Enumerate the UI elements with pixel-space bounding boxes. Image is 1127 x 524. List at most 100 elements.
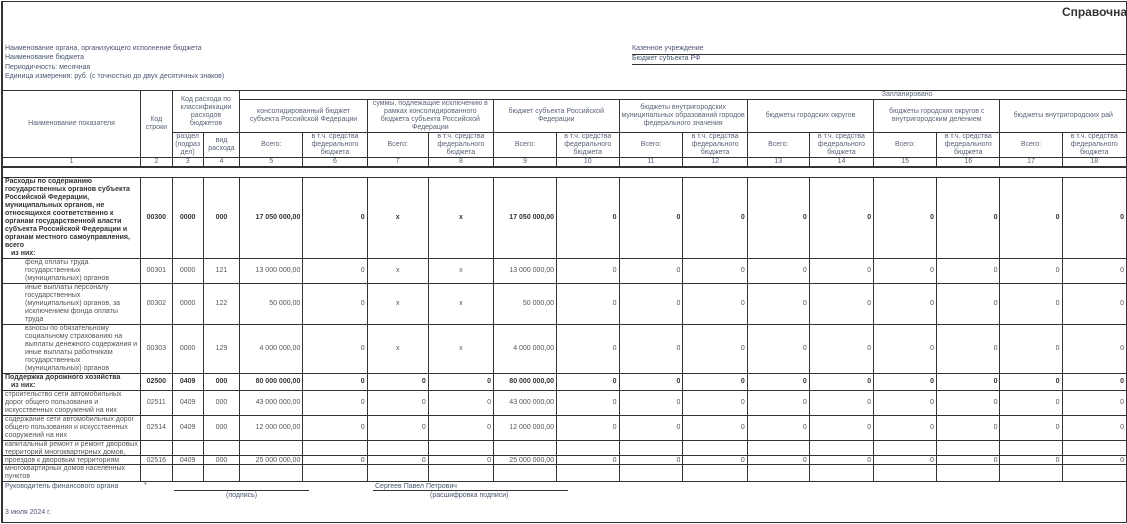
header-group: бюджеты внутригородских муниципальных об…	[618, 99, 748, 133]
header-federal: в т.ч. средства федерального бюджета	[682, 132, 748, 158]
row-value: 0	[746, 177, 810, 259]
column-number: 7	[366, 157, 429, 168]
row-value: 25 000 000,00	[493, 440, 558, 482]
divider	[2, 464, 1127, 465]
row-code: 02511	[139, 390, 173, 416]
column-number: 12	[682, 157, 748, 168]
row-value: 50 000,00	[493, 283, 558, 325]
row-value: 0	[618, 440, 684, 482]
row-name: фонд оплаты труда государственных (муниц…	[2, 258, 141, 284]
row-name-text: взносы по обязательному социальному стра…	[25, 325, 138, 373]
row-value: 0	[366, 390, 429, 416]
row-type: 000	[202, 390, 241, 416]
header-total: Всего:	[873, 132, 938, 158]
table-row: капитальный ремонт и ремонт дворовых тер…	[2, 440, 1127, 482]
row-name-text: содержание сети автомобильных дорог обще…	[5, 416, 135, 440]
row-value: 0	[366, 373, 429, 391]
row-code: 02514	[139, 415, 173, 441]
table-row: Поддержка дорожного хозяйства из них: 0250…	[2, 373, 1127, 391]
header-section: раздел (подраз дел)	[171, 132, 204, 158]
row-value: x	[366, 258, 429, 284]
table-row: строительство сети автомобильных дорог о…	[2, 390, 1127, 416]
column-number: 11	[618, 157, 684, 168]
row-name: строительство сети автомобильных дорог о…	[2, 390, 141, 416]
row-value: 0	[682, 440, 748, 482]
header-group: консолидированный бюджет субъекта Россий…	[239, 99, 368, 133]
row-value: 0	[808, 177, 875, 259]
head-label: Руководитель финансового органа	[5, 483, 119, 490]
row-section: 0000	[171, 324, 204, 374]
row-value: 0	[618, 415, 684, 441]
row-value: 0	[999, 177, 1063, 259]
row-section: 0000	[171, 177, 204, 259]
row-code: 02516	[139, 440, 173, 482]
row-value: 0	[556, 440, 620, 482]
header-federal: в т.ч. средства федерального бюджета	[1061, 132, 1127, 158]
row-section: 0000	[171, 283, 204, 325]
row-value: 0	[808, 440, 875, 482]
row-type: 122	[202, 283, 241, 325]
row-value: 0	[1061, 324, 1127, 374]
budget-label: Наименование бюджета	[5, 54, 85, 61]
row-value: x	[427, 283, 495, 325]
row-type: 000	[202, 415, 241, 441]
row-value: 0	[936, 390, 1001, 416]
column-number: 10	[556, 157, 620, 168]
row-value: 4 000 000,00	[239, 324, 304, 374]
row-value: 0	[1061, 283, 1127, 325]
column-number: 8	[427, 157, 495, 168]
row-value: 12 000 000,00	[239, 415, 304, 441]
row-value: 0	[999, 415, 1063, 441]
row-value: 0	[746, 324, 810, 374]
row-name: иные выплаты персоналу государственных (…	[2, 283, 141, 325]
report-date: 3 июля 2024 г.	[5, 509, 51, 516]
column-number: 15	[873, 157, 938, 168]
row-section: 0409	[171, 415, 204, 441]
row-value: 0	[618, 283, 684, 325]
header-group: бюджет субъекта Российской Федерации	[493, 99, 620, 133]
column-number: 13	[746, 157, 810, 168]
row-value: 0	[682, 373, 748, 391]
row-value: 0	[1061, 258, 1127, 284]
row-value: 0	[302, 440, 368, 482]
row-value: 0	[1061, 415, 1127, 441]
row-value: 50 000,00	[239, 283, 304, 325]
row-value: 0	[873, 177, 938, 259]
row-value: x	[366, 283, 429, 325]
header-federal: в т.ч. средства федерального бюджета	[427, 132, 495, 158]
header-total: Всего:	[746, 132, 810, 158]
row-code: 00300	[139, 177, 173, 259]
row-value: 0	[873, 324, 938, 374]
row-value: 0	[999, 373, 1063, 391]
row-value: 0	[1061, 440, 1127, 482]
row-value: 0	[618, 390, 684, 416]
header-federal: в т.ч. средства федерального бюджета	[556, 132, 620, 158]
row-value: 0	[302, 324, 368, 374]
row-value: 0	[808, 415, 875, 441]
row-value: 0	[618, 258, 684, 284]
header-planned: Запланировано	[239, 90, 1127, 100]
table-row: Расходы по содержанию государственных ор…	[2, 177, 1127, 259]
row-value: 0	[999, 440, 1063, 482]
row-type: 121	[202, 258, 241, 284]
header-name: Наименование показателя	[2, 90, 141, 158]
header-group: бюджеты городских округов	[746, 99, 875, 133]
signature-caption: (подпись)	[226, 492, 258, 499]
header-code: Код строки	[139, 90, 173, 158]
row-value: 0	[618, 177, 684, 259]
header-federal: в т.ч. средства федерального бюджета	[302, 132, 368, 158]
row-value: 0	[302, 415, 368, 441]
row-value: 0	[873, 415, 938, 441]
row-value: 0	[556, 373, 620, 391]
row-sub-label: из них:	[11, 250, 36, 257]
row-value: 0	[302, 177, 368, 259]
row-section: 0409	[171, 373, 204, 391]
budget-value: Бюджет субъекта РФ	[632, 55, 1127, 65]
row-value: 0	[808, 373, 875, 391]
row-type: 000	[202, 440, 241, 482]
row-value: 0	[682, 415, 748, 441]
row-value: 0	[366, 415, 429, 441]
row-code: 00303	[139, 324, 173, 374]
row-value: 0	[556, 415, 620, 441]
row-value: 0	[999, 258, 1063, 284]
